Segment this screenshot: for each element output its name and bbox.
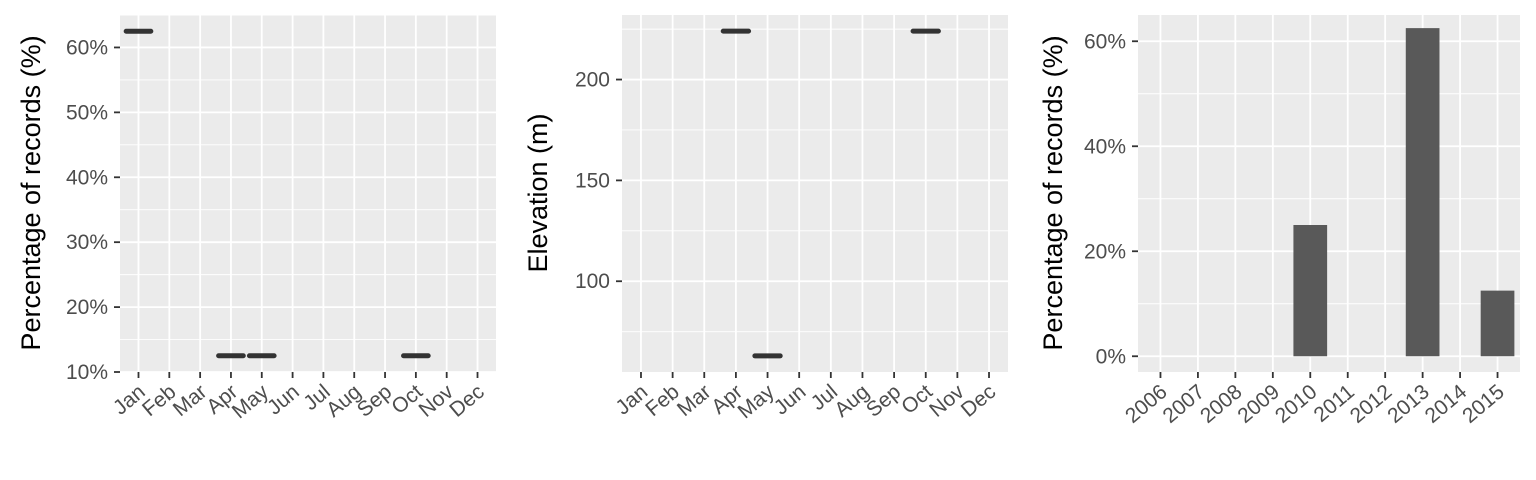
y-tick-label: 60% [1084, 30, 1126, 53]
panel-background [1138, 15, 1520, 372]
y-axis-title: Percentage of records (%) [16, 35, 46, 350]
y-tick-label: 30% [66, 231, 108, 254]
panel-background [622, 15, 1008, 372]
bar-2013 [1405, 28, 1440, 357]
y-tick-label: 0% [1096, 345, 1126, 368]
y-tick-label: 100 [575, 270, 610, 293]
y-tick-label: 20% [66, 296, 108, 319]
chart-panel-1: 10%20%30%40%50%60%JanFebMarAprMayJunJulA… [16, 14, 496, 423]
y-tick-label: 40% [1084, 135, 1126, 158]
x-tick-label: Jun [770, 380, 811, 419]
x-tick-label: Dec [957, 380, 1000, 422]
y-axis-title: Percentage of records (%) [1038, 35, 1068, 350]
y-tick-label: 60% [66, 36, 108, 59]
x-tick-label: 2012 [1346, 380, 1397, 428]
bar-2015 [1480, 290, 1515, 357]
y-tick-label: 200 [575, 69, 610, 92]
y-tick-label: 150 [575, 169, 610, 192]
x-tick-label: 2008 [1196, 380, 1247, 428]
x-tick-label: 2011 [1310, 380, 1359, 427]
y-axis-title: Elevation (m) [523, 113, 553, 272]
bar-2010 [1293, 225, 1328, 357]
x-tick-label: 2010 [1271, 380, 1322, 428]
y-tick-label: 20% [1084, 240, 1126, 263]
panel-background [120, 15, 496, 372]
x-tick-label: Jun [263, 380, 304, 419]
x-tick-label: Dec [445, 380, 488, 422]
x-tick-label: 2006 [1121, 380, 1172, 428]
x-tick-label: 2007 [1159, 380, 1210, 428]
y-tick-label: 10% [66, 361, 108, 384]
y-tick-label: 50% [66, 101, 108, 124]
x-tick-label: 2014 [1421, 380, 1472, 428]
y-tick-label: 40% [66, 166, 108, 189]
x-tick-label: 2013 [1383, 380, 1434, 428]
chart-panel-2: 100150200JanFebMarAprMayJunJulAugSepOctN… [523, 15, 1008, 423]
x-tick-label: 2015 [1458, 380, 1509, 428]
chart-panel-3: 0%20%40%60%20062007200820092010201120122… [1038, 15, 1520, 428]
x-tick-label: 2009 [1233, 380, 1284, 428]
